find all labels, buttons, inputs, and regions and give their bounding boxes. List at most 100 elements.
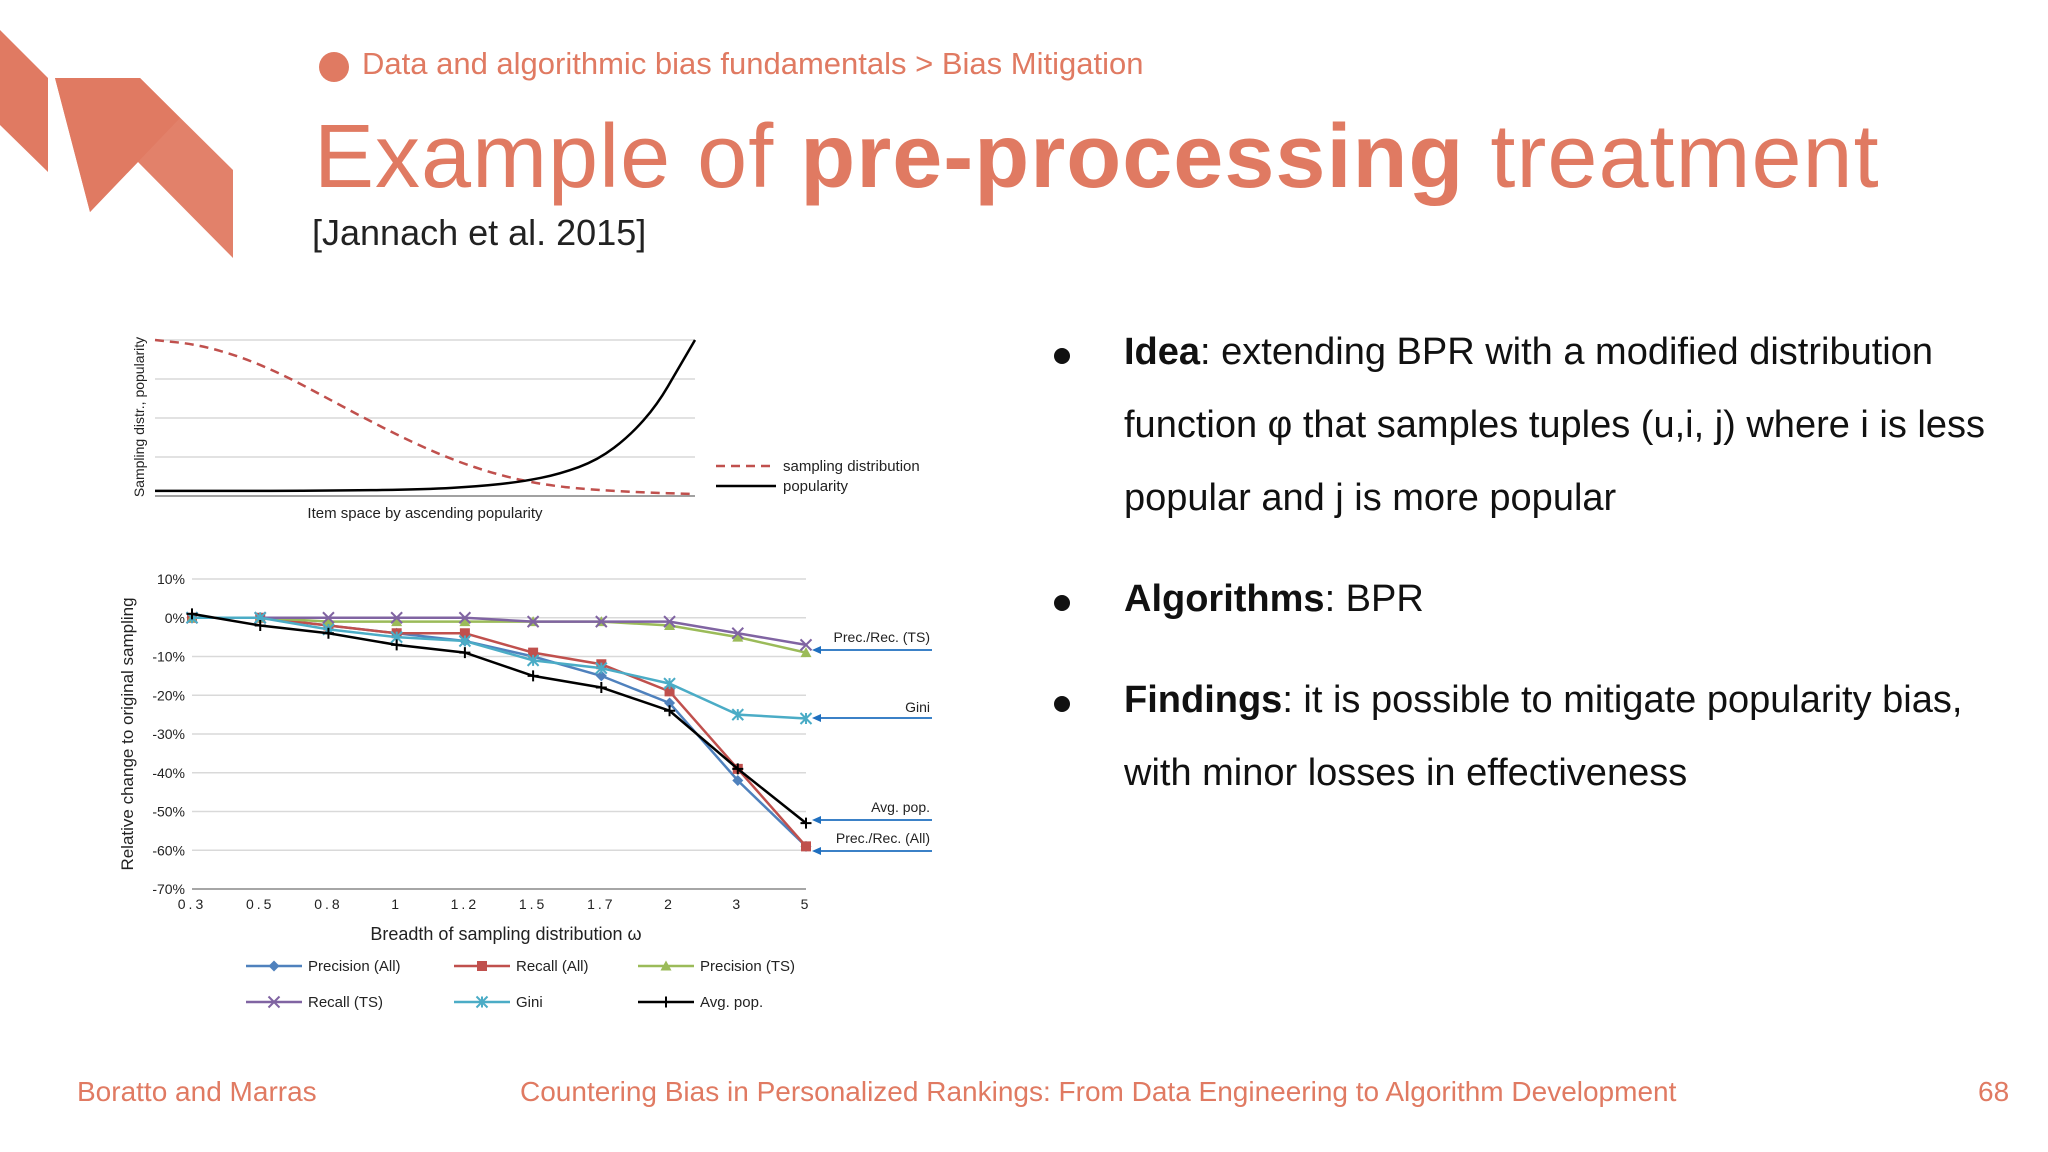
y-tick-label: -50% xyxy=(152,804,185,820)
bullet-idea: Idea: extending BPR with a modified dist… xyxy=(1050,316,2010,535)
data-point-recall-ts- xyxy=(526,615,540,628)
data-point-gini xyxy=(595,661,608,675)
data-point-recall-ts- xyxy=(595,615,608,628)
annotation-label: Gini xyxy=(905,699,930,715)
y-tick-label: 10% xyxy=(157,571,185,587)
bullet-text: : extending BPR with a modified distribu… xyxy=(1124,331,1985,519)
x-tick-label: 2 xyxy=(664,896,675,912)
series-line-popularity xyxy=(155,339,697,493)
breadcrumb: Data and algorithmic bias fundamentals >… xyxy=(362,46,1144,81)
data-point-precision-ts- xyxy=(800,647,812,658)
data-point-precision-all- xyxy=(664,697,676,709)
data-point-recall-all- xyxy=(459,628,470,639)
y-tick-label: -40% xyxy=(152,765,185,781)
legend-label-top: popularity xyxy=(783,478,849,495)
data-point-recall-ts- xyxy=(322,611,335,624)
series-line-precision-ts- xyxy=(192,616,807,654)
series-line-recall-ts- xyxy=(192,616,807,647)
x-tick-label: 1.2 xyxy=(451,896,479,912)
legend-marker xyxy=(660,996,672,1008)
legend-marker xyxy=(268,960,280,972)
bullet-term: Findings xyxy=(1124,679,1283,721)
data-point-gini xyxy=(458,634,472,648)
y-tick-label: -10% xyxy=(152,649,185,665)
x-tick-label: 3 xyxy=(732,896,743,912)
legend-marker xyxy=(267,995,281,1009)
series-line-avg-pop- xyxy=(191,612,807,825)
series-line-gini xyxy=(192,616,807,720)
bullet-term: Idea xyxy=(1124,331,1201,373)
charts-figure: sampling distribution popularity Item spac… xyxy=(118,337,932,1011)
legend-marker xyxy=(477,961,487,971)
bullet-findings: Findings: it is possible to mitigate pop… xyxy=(1050,664,2010,810)
y-tick-label: -20% xyxy=(152,687,185,703)
x-tick-label: 0.8 xyxy=(314,896,342,912)
data-point-gini xyxy=(663,677,676,690)
annotation-arrowhead xyxy=(812,847,821,855)
data-point-avg-pop- xyxy=(664,705,676,717)
data-point-precision-all- xyxy=(595,670,607,682)
data-point-precision-all- xyxy=(732,775,744,786)
series-line-sampling-distribution xyxy=(154,338,696,496)
slide-title: Example of pre-processing treatment xyxy=(314,108,1880,207)
data-point-avg-pop- xyxy=(527,670,539,682)
citation: [Jannach et al. 2015] xyxy=(312,212,647,253)
data-point-avg-pop- xyxy=(732,763,744,775)
x-tick-label: 0.5 xyxy=(246,896,274,912)
data-point-recall-all- xyxy=(801,841,811,852)
series-line-recall-all- xyxy=(192,616,807,848)
y-tick-label: -70% xyxy=(152,881,185,897)
data-point-gini xyxy=(799,712,813,725)
x-tick-label: 5 xyxy=(801,896,812,912)
y-tick-label: -30% xyxy=(152,726,185,742)
legend-marker xyxy=(475,995,489,1009)
bullet-list: Idea: extending BPR with a modified dist… xyxy=(1050,316,2010,838)
x-tick-label: 1.5 xyxy=(519,896,547,912)
title-post: treatment xyxy=(1464,107,1880,207)
data-point-recall-ts- xyxy=(799,638,813,652)
annotation-arrowhead xyxy=(812,714,821,722)
corner-decoration xyxy=(0,30,233,258)
title-pre: Example of xyxy=(314,107,801,207)
data-point-gini xyxy=(526,654,540,667)
data-point-gini xyxy=(731,708,744,721)
x-tick-label: 1 xyxy=(391,896,402,912)
data-point-recall-all- xyxy=(528,647,539,658)
legend-marker xyxy=(660,960,672,971)
bullet-term: Algorithms xyxy=(1124,578,1325,620)
data-point-avg-pop- xyxy=(800,817,812,829)
legend-label: Precision (All) xyxy=(308,958,401,975)
x-axis-label-top: Item space by ascending popularity xyxy=(307,505,543,522)
title-bold: pre-processing xyxy=(800,107,1465,207)
data-point-recall-ts- xyxy=(458,611,472,624)
y-tick-label: 0% xyxy=(165,610,185,626)
data-point-avg-pop- xyxy=(595,682,607,693)
y-tick-label: -60% xyxy=(152,842,185,858)
y-axis-label: Relative change to original sampling xyxy=(118,597,137,870)
legend-label-top: sampling distribution xyxy=(783,458,920,475)
bullet-text: : BPR xyxy=(1324,578,1424,620)
x-axis-label: Breadth of sampling distribution ω xyxy=(370,924,641,944)
data-point-precision-ts- xyxy=(459,616,471,627)
legend-label: Gini xyxy=(516,994,543,1011)
data-point-avg-pop- xyxy=(186,608,198,620)
data-point-precision-ts- xyxy=(664,620,676,630)
annotation-label: Avg. pop. xyxy=(871,799,930,815)
data-point-recall-ts- xyxy=(731,627,744,640)
footer-authors: Boratto and Marras xyxy=(77,1076,317,1107)
footer-title: Countering Bias in Personalized Rankings… xyxy=(520,1076,1677,1107)
data-point-precision-ts- xyxy=(732,631,744,642)
annotation-label: Prec./Rec. (TS) xyxy=(834,629,930,645)
data-point-avg-pop- xyxy=(391,639,403,651)
legend-label: Recall (All) xyxy=(516,958,589,975)
data-point-precision-ts- xyxy=(391,616,403,627)
data-point-recall-ts- xyxy=(390,611,403,624)
data-point-precision-ts- xyxy=(322,616,334,627)
page-number: 68 xyxy=(1978,1076,2010,1107)
legend-label: Avg. pop. xyxy=(700,994,763,1011)
annotation-arrowhead xyxy=(812,816,821,824)
bullet-algorithms: Algorithms: BPR xyxy=(1050,563,2010,636)
x-tick-label: 1.7 xyxy=(587,896,615,912)
data-point-avg-pop- xyxy=(322,627,334,639)
data-point-recall-ts- xyxy=(663,615,676,628)
